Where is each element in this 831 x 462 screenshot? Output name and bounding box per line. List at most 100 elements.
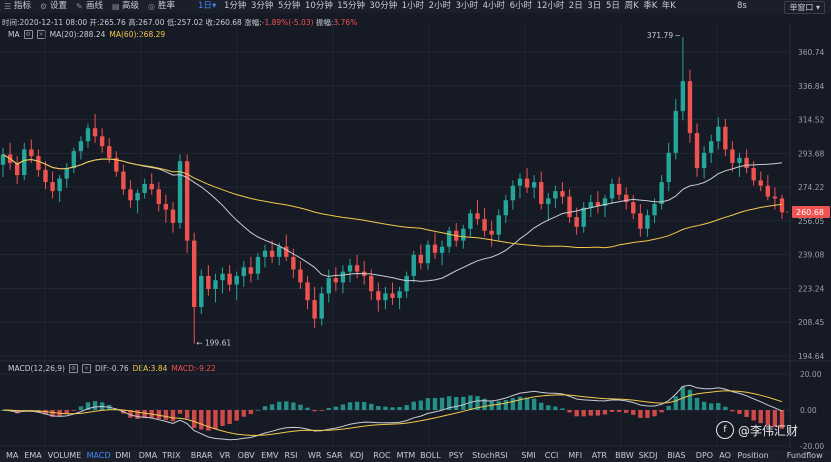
refresh-interval: 8s — [737, 1, 747, 11]
interval-tab[interactable]: 年K — [661, 1, 676, 11]
macd-histogram-bar — [652, 410, 657, 417]
interval-tab[interactable]: 3日 — [587, 1, 602, 11]
macd-histogram-bar — [687, 389, 693, 410]
macd-histogram-bar — [546, 405, 551, 410]
interval-tab[interactable]: 2日 — [568, 1, 583, 11]
toolbar-win-rate-button[interactable]: 胜率 — [158, 1, 176, 11]
close-icon[interactable]: × — [81, 364, 91, 373]
indicator-tab-ema[interactable]: EMA — [24, 451, 42, 460]
toolbar-chart-indicator-button[interactable]: 指标 — [14, 1, 32, 11]
macd-histogram-bar — [269, 404, 275, 410]
indicator-tab-boll[interactable]: BOLL — [420, 451, 441, 460]
interval-tab[interactable]: 5分钟 — [278, 1, 301, 11]
candle-body — [468, 213, 473, 229]
macd-histogram-bar — [92, 401, 98, 410]
y-tick-label: 293.68 — [798, 149, 824, 158]
interval-tab[interactable]: 1分钟 — [224, 1, 247, 11]
toolbar-draw-line-button[interactable]: 画线 — [86, 1, 104, 11]
indicator-tab-atr[interactable]: ATR — [591, 451, 607, 460]
interval-tab[interactable]: 3小时 — [455, 1, 479, 11]
interval-tab[interactable]: 15分钟 — [337, 1, 366, 11]
toolbar-gear-button[interactable]: 设置 — [50, 1, 68, 11]
high-value: 267.00 — [138, 18, 165, 27]
indicator-tab-dma[interactable]: DMA — [138, 451, 158, 460]
window-mode-dropdown[interactable]: 单窗口 ▾ — [784, 1, 825, 14]
interval-tab[interactable]: 6小时 — [509, 1, 533, 11]
indicator-tab-fundflow[interactable]: Fundflow — [786, 451, 823, 460]
indicator-tab-vr[interactable]: VR — [219, 451, 231, 460]
indicator-tab-brar[interactable]: BRAR — [190, 451, 213, 460]
indicator-tab-skdj[interactable]: SKDJ — [638, 451, 658, 460]
candle-body — [255, 256, 261, 274]
indicator-tab-macd[interactable]: MACD — [86, 451, 111, 460]
candle-body — [114, 157, 119, 172]
macd-histogram-bar — [276, 401, 282, 410]
candle-body — [723, 126, 728, 150]
macd-legend: MACD(12,26,9) ⚙ × DIF:-0.76 DEA:3.84 MAC… — [8, 364, 216, 373]
candle-body — [71, 151, 77, 169]
interval-tab[interactable]: 1小时 — [401, 1, 425, 11]
indicator-tab-volume[interactable]: VOLUME — [47, 451, 82, 460]
indicator-tab-obv[interactable]: OBV — [237, 451, 255, 460]
open-label: 开: — [89, 18, 100, 27]
indicator-tab-bias[interactable]: BIAS — [667, 451, 686, 460]
indicator-tab-mtm[interactable]: MTM — [396, 451, 416, 460]
indicator-tab-emv[interactable]: EMV — [261, 451, 279, 460]
settings-icon[interactable]: ⚙ — [23, 30, 33, 39]
candle-body — [312, 300, 317, 319]
macd-histogram-bar — [574, 410, 579, 417]
interval-tab[interactable]: 10分钟 — [305, 1, 333, 11]
indicator-tab-rsi[interactable]: RSI — [284, 451, 298, 460]
candle-body — [305, 282, 310, 301]
indicator-tab-dpo[interactable]: DPO — [695, 451, 714, 460]
candle-body — [666, 152, 671, 183]
macd-histogram-bar — [588, 410, 593, 416]
chevron-down-icon[interactable]: ▾ — [212, 1, 217, 11]
interval-tab[interactable]: 5日 — [606, 1, 620, 11]
indicator-tab-mfi[interactable]: MFI — [568, 451, 583, 460]
candle-body — [425, 244, 431, 264]
indicator-tab-psy[interactable]: PSY — [448, 451, 464, 460]
macd-histogram-bar — [347, 402, 353, 410]
indicator-tab-kdj[interactable]: KDJ — [349, 451, 364, 460]
interval-tab[interactable]: 30分钟 — [369, 1, 398, 11]
candle-body — [680, 81, 686, 112]
indicator-tab-roc[interactable]: ROC — [373, 451, 391, 460]
candle-body — [64, 168, 69, 179]
candle-body — [57, 178, 62, 192]
macd-histogram-bar — [50, 410, 55, 417]
indicator-tab-wr[interactable]: WR — [308, 451, 322, 460]
candle-body — [602, 198, 608, 206]
settings-icon[interactable]: ⚙ — [68, 364, 78, 373]
indicator-tab-dmi[interactable]: DMI — [115, 451, 131, 460]
candle-body — [206, 275, 211, 289]
ma20-value: MA(20):288.24 — [49, 30, 106, 39]
macd-histogram-bar — [404, 405, 409, 410]
indicator-tab-ao[interactable]: AO — [719, 451, 731, 460]
interval-tab[interactable]: 4小时 — [482, 1, 506, 11]
interval-tab[interactable]: 2小时 — [428, 1, 452, 11]
indicator-tab-cci[interactable]: CCI — [544, 451, 559, 460]
interval-tab[interactable]: 3分钟 — [251, 1, 274, 11]
indicator-tab-bbw[interactable]: BBW — [615, 451, 634, 460]
interval-tab[interactable]: 周K — [624, 1, 639, 11]
indicator-tab-trix[interactable]: TRIX — [162, 451, 181, 460]
candle-body — [156, 189, 161, 204]
macd-histogram-bar — [220, 410, 225, 426]
macd-histogram-bar — [170, 410, 176, 422]
macd-histogram-bar — [156, 410, 161, 419]
indicator-tab-stochrsi[interactable]: StochRSI — [472, 451, 508, 460]
interval-selector[interactable]: 1日 — [198, 1, 212, 11]
macd-histogram-bar — [411, 401, 416, 410]
interval-tab[interactable]: 季K — [643, 1, 658, 11]
indicator-tab-ma[interactable]: MA — [6, 451, 19, 460]
indicator-tab-sar[interactable]: SAR — [326, 451, 343, 460]
candle-body — [14, 162, 20, 176]
interval-tab[interactable]: 12小时 — [536, 1, 565, 11]
indicator-tab-smi[interactable]: SMI — [521, 451, 536, 460]
candle-body — [673, 111, 678, 153]
candle-body — [376, 291, 381, 301]
indicator-tab-position[interactable]: Position — [737, 451, 769, 460]
toolbar-advanced-button[interactable]: 高级 — [122, 1, 140, 11]
